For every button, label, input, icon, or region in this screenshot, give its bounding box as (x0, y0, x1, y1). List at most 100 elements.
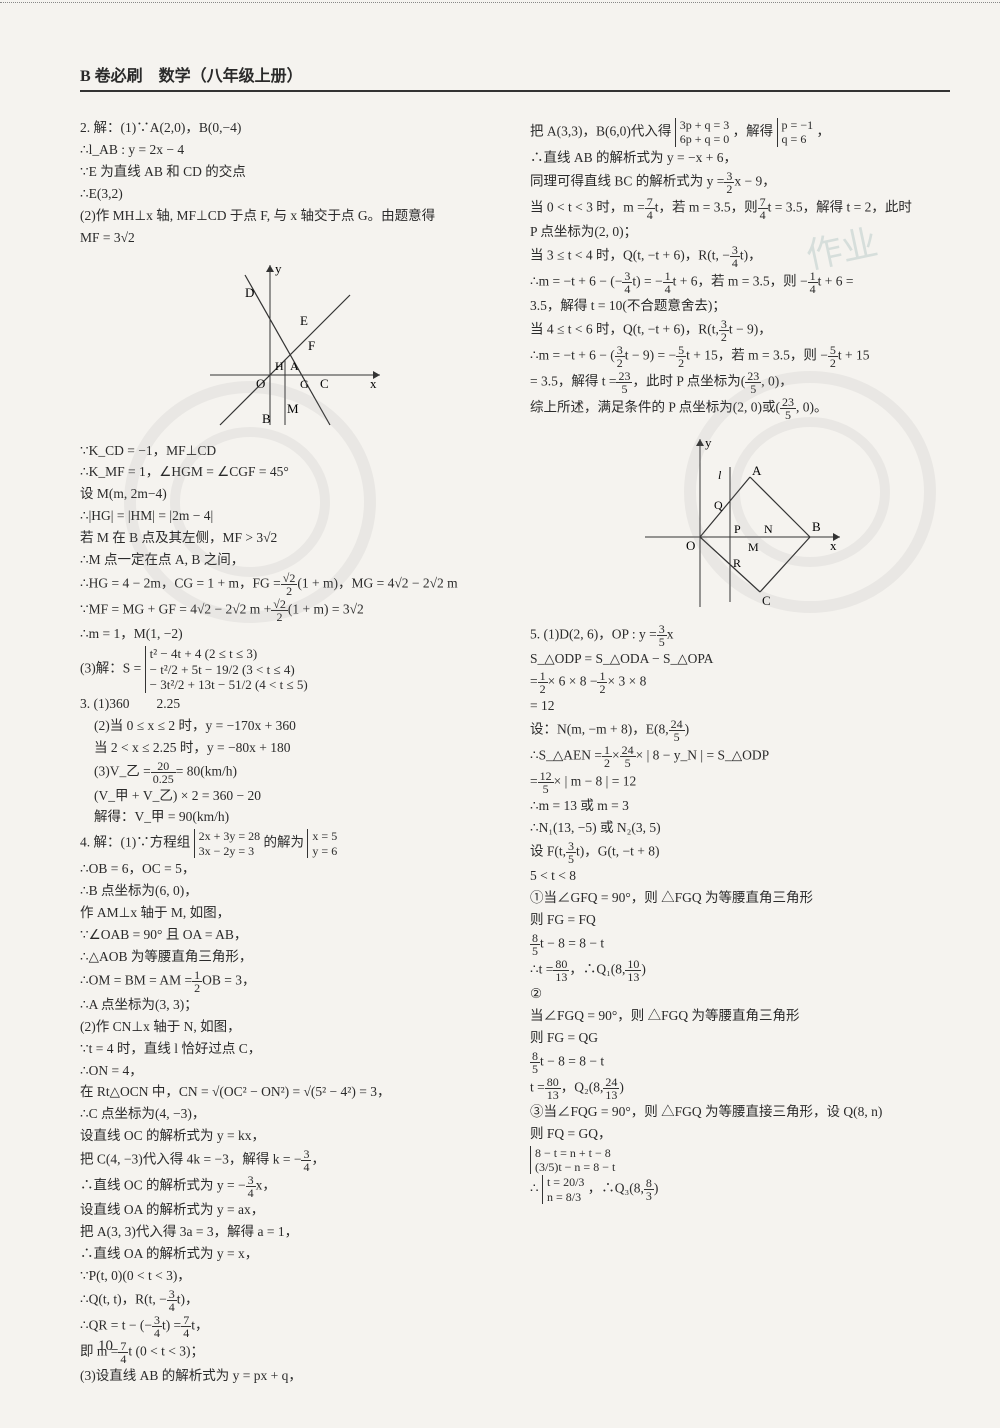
left-column: 2. 解：(1)∵A(2,0)，B(0,−4) ∴l_AB : y = 2x −… (80, 63, 500, 1388)
text-line: 综上所述，满足条件的 P 点坐标为(2, 0)或(235, 0)。 (530, 396, 950, 421)
svg-text:R: R (733, 556, 741, 570)
svg-text:l: l (718, 468, 722, 482)
svg-text:x: x (370, 376, 377, 391)
text-line: 5. (1)D(2, 6)，OP : y =35x (530, 623, 950, 648)
text-line: ∴m = −t + 6 − (32t − 9) = −52t + 15，若 m … (530, 344, 950, 369)
text-line: 8 − t = n + t − 8(3/5)t − n = 8 − t (530, 1146, 950, 1175)
text-line: 5 < t < 8 (530, 866, 950, 887)
text-line: 设 F(t,35t)，G(t, −t + 8) (530, 840, 950, 865)
text-line: (2)作 MH⊥x 轴, MF⊥CD 于点 F, 与 x 轴交于点 G。由题意得 (80, 206, 500, 227)
text-line: ∴Q(t, t)，R(t, −34t)， (80, 1288, 500, 1313)
right-column: 把 A(3,3)，B(6,0)代入得 3p + q = 36p + q = 0 … (530, 63, 950, 1388)
text-line: ∴l_AB : y = 2x − 4 (80, 140, 500, 161)
text-line: 3.5，解得 t = 10(不合题意舍去)； (530, 296, 950, 317)
text-line: 把 A(3,3)，B(6,0)代入得 3p + q = 36p + q = 0 … (530, 118, 950, 147)
text-line: t =8013，Q₂(8,2413) (530, 1076, 950, 1101)
svg-text:M: M (748, 540, 759, 554)
svg-text:H: H (275, 359, 284, 373)
svg-text:D: D (245, 285, 254, 300)
text-line: (3)设直线 AB 的解析式为 y = px + q， (80, 1366, 500, 1387)
text-line: 在 Rt△OCN 中，CN = √(OC² − ON²) = √(5² − 4²… (80, 1082, 500, 1103)
svg-text:B: B (262, 411, 271, 426)
text-line: ∴直线 OC 的解析式为 y = −34x， (80, 1174, 500, 1199)
text-line: 85t − 8 = 8 − t (530, 932, 950, 957)
text-line: ∴A 点坐标为(3, 3)； (80, 995, 500, 1016)
svg-text:E: E (300, 313, 308, 328)
svg-text:O: O (256, 376, 265, 391)
text-line: ∴HG = 4 − 2m，CG = 1 + m，FG =√22(1 + m)，M… (80, 572, 500, 597)
svg-text:O: O (686, 538, 695, 553)
text-line: =12× 6 × 8 −12× 3 × 8 (530, 670, 950, 695)
text-line: 85t − 8 = 8 − t (530, 1050, 950, 1075)
text-line: (2)作 CN⊥x 轴于 N, 如图， (80, 1017, 500, 1038)
text-line: ∴S_△AEN =12×245× | 8 − y_N | = S_△ODP (530, 744, 950, 769)
text-line: ∴m = −t + 6 − (−34t) = −14t + 6，若 m = 3.… (530, 270, 950, 295)
svg-text:P: P (734, 522, 741, 536)
text-line: ③当∠FQG = 90°，则 △FGQ 为等腰直接三角形，设 Q(8, n) (530, 1102, 950, 1123)
svg-text:G: G (300, 377, 309, 391)
text-line: ② (530, 984, 950, 1005)
text-line: ∴M 点一定在点 A, B 之间， (80, 550, 500, 571)
text-line: ∴t =8013，∴Q₁(8,1013) (530, 958, 950, 983)
svg-text:M: M (287, 401, 299, 416)
text-line: 设直线 OA 的解析式为 y = ax， (80, 1200, 500, 1221)
svg-text:A: A (290, 359, 299, 373)
page-number: 10 (98, 1338, 113, 1355)
text-line: ∴ON = 4， (80, 1061, 500, 1082)
text-line: (3)解：S = t² − 4t + 4 (2 ≤ t ≤ 3) − t²/2 … (80, 646, 500, 693)
svg-text:C: C (762, 593, 771, 608)
text-line: 设：N(m, −m + 8)，E(8,245) (530, 718, 950, 743)
text-line: 若 M 在 B 点及其左侧，MF > 3√2 (80, 528, 500, 549)
page-header: B 卷必刷 数学（八年级上册） (80, 68, 303, 85)
text-line: ∵E 为直线 AB 和 CD 的交点 (80, 162, 500, 183)
text-line: ∴m = 1，M(1, −2) (80, 624, 500, 645)
text-line: 3. (1)360 2.25 (80, 694, 500, 715)
text-line: 当∠FGQ = 90°，则 △FGQ 为等腰直角三角形 (530, 1006, 950, 1027)
svg-text:A: A (752, 463, 762, 478)
text-line: 则 FG = FQ (530, 910, 950, 931)
text-line: ①当∠GFQ = 90°，则 △FGQ 为等腰直角三角形 (530, 888, 950, 909)
text-line: 当 4 ≤ t < 6 时，Q(t, −t + 6)，R(t,32t − 9)， (530, 318, 950, 343)
text-line: P 点坐标为(2, 0)； (530, 222, 950, 243)
text-line: 把 A(3, 3)代入得 3a = 3，解得 a = 1， (80, 1222, 500, 1243)
text-line: ∵K_CD = −1，MF⊥CD (80, 441, 500, 462)
text-line: 则 FG = QG (530, 1028, 950, 1049)
svg-text:F: F (308, 338, 315, 353)
text-line: 解得：V_甲 = 90(km/h) (80, 807, 500, 828)
text-line: MF = 3√2 (80, 228, 500, 249)
text-line: ∵t = 4 时，直线 l 恰好过点 C， (80, 1039, 500, 1060)
text-line: ∴QR = t − (−34t) =74t， (80, 1314, 500, 1339)
svg-text:Q: Q (714, 498, 723, 512)
text-line: 即 m =74t (0 < t < 3)； (80, 1340, 500, 1365)
text-line: 设直线 OC 的解析式为 y = kx， (80, 1126, 500, 1147)
text-line: 作 AM⊥x 轴于 M, 如图， (80, 903, 500, 924)
text-line: ∵∠OAB = 90° 且 OA = AB， (80, 925, 500, 946)
text-line: 当 0 < t < 3 时，m =74t，若 m = 3.5，则74t = 3.… (530, 196, 950, 221)
text-line: 把 C(4, −3)代入得 4k = −3，解得 k = −34， (80, 1148, 500, 1173)
svg-text:x: x (830, 538, 837, 553)
text-line: ∵MF = MG + GF = 4√2 − 2√2 m +√22(1 + m) … (80, 598, 500, 623)
svg-text:y: y (275, 261, 282, 276)
text-line: ∴C 点坐标为(4, −3)， (80, 1104, 500, 1125)
svg-text:N: N (764, 522, 773, 536)
text-line: ∴N₁(13, −5) 或 N₂(3, 5) (530, 818, 950, 839)
text-line: ∴E(3,2) (80, 184, 500, 205)
text-line: ∴直线 OA 的解析式为 y = x， (80, 1244, 500, 1265)
text-line: 当 3 ≤ t < 4 时，Q(t, −t + 6)，R(t, −34t)， (530, 244, 950, 269)
text-line: ∵P(t, 0)(0 < t < 3)， (80, 1266, 500, 1287)
text-line: ∴K_MF = 1，∠HGM = ∠CGF = 45° (80, 462, 500, 483)
text-line: ∴△AOB 为等腰直角三角形， (80, 947, 500, 968)
text-line: = 3.5，解得 t =235，此时 P 点坐标为(235, 0)， (530, 370, 950, 395)
text-line: (2)当 0 ≤ x ≤ 2 时，y = −170x + 360 (80, 716, 500, 737)
svg-text:C: C (320, 376, 329, 391)
text-line: 则 FQ = GQ， (530, 1124, 950, 1145)
text-line: S_△ODP = S_△ODA − S_△OPA (530, 649, 950, 670)
text-line: ∴|HG| = |HM| = |2m − 4| (80, 506, 500, 527)
svg-text:y: y (705, 435, 712, 450)
text-line: ∴ t = 20/3n = 8/3 ，∴Q₃(8,83) (530, 1175, 950, 1204)
text-line: = 12 (530, 696, 950, 717)
text-line: ∴直线 AB 的解析式为 y = −x + 6， (530, 148, 950, 169)
figure-2: y A l Q P N B O M x R C (630, 427, 850, 617)
text-line: 设 M(m, 2m−4) (80, 484, 500, 505)
text-line: ∴B 点坐标为(6, 0)， (80, 881, 500, 902)
